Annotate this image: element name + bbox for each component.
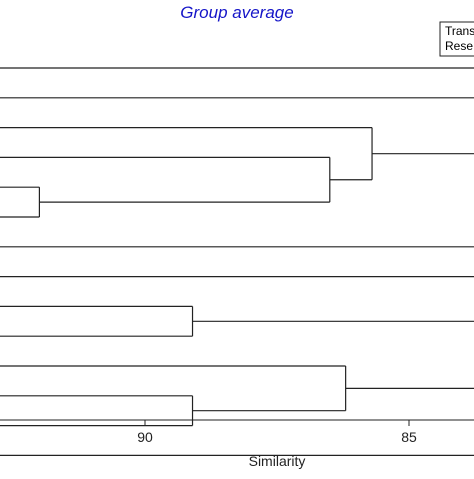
x-axis-label: Similarity: [249, 453, 306, 469]
x-tick-label: 85: [401, 429, 417, 445]
legend-box: [439, 21, 474, 57]
legend-entry: Trans: [445, 24, 474, 38]
legend-entry: Rese: [445, 39, 473, 53]
dendrogram-links: [0, 67, 474, 456]
x-axis: 95908580: [0, 419, 474, 445]
x-tick-label: 90: [137, 429, 153, 445]
legend: Trans Rese: [439, 21, 474, 57]
chart-title: Group average: [180, 3, 293, 22]
